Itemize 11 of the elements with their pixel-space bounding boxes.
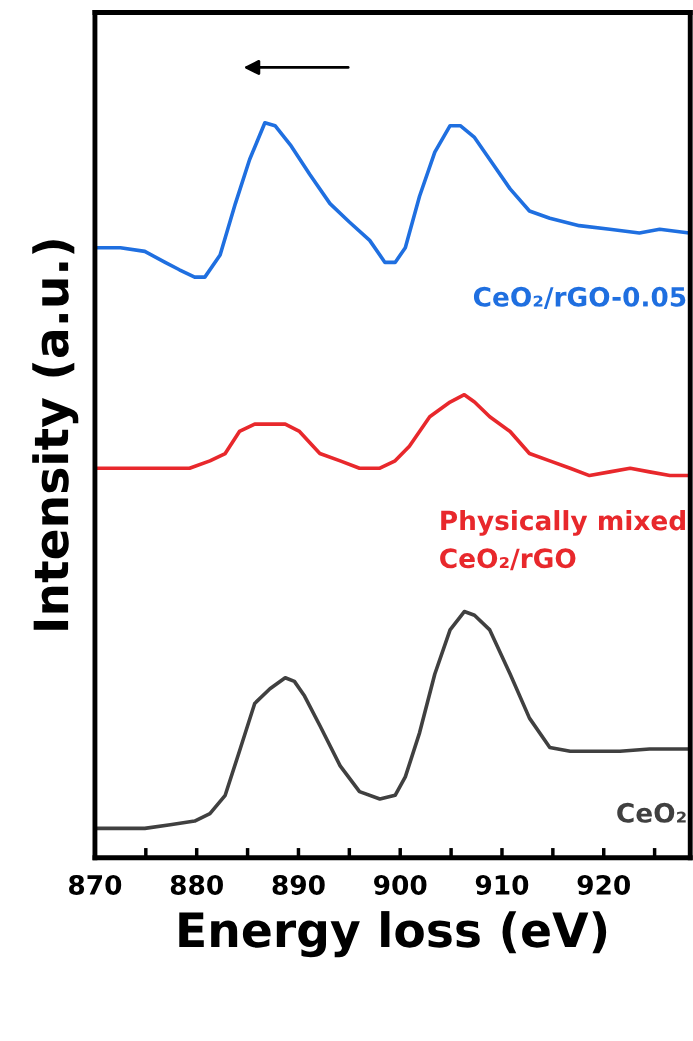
- x-tick-label: 870: [69, 874, 122, 895]
- x-tick-label: 900: [374, 874, 427, 895]
- text: CeO₂/rGO-0.05: [473, 286, 686, 309]
- x-tick-label: 920: [577, 874, 631, 895]
- series-label: Physically mixed CeO₂/rGO: [440, 510, 685, 571]
- x-axis-title: Energy loss (eV): [179, 911, 607, 958]
- x-tick-label: 880: [170, 874, 223, 895]
- series-label: CeO₂: [617, 802, 686, 823]
- y-axis-title: Intensity (a.u.): [32, 240, 79, 630]
- x-tick-label: 890: [272, 874, 325, 895]
- x-tick-label: 910: [475, 874, 529, 895]
